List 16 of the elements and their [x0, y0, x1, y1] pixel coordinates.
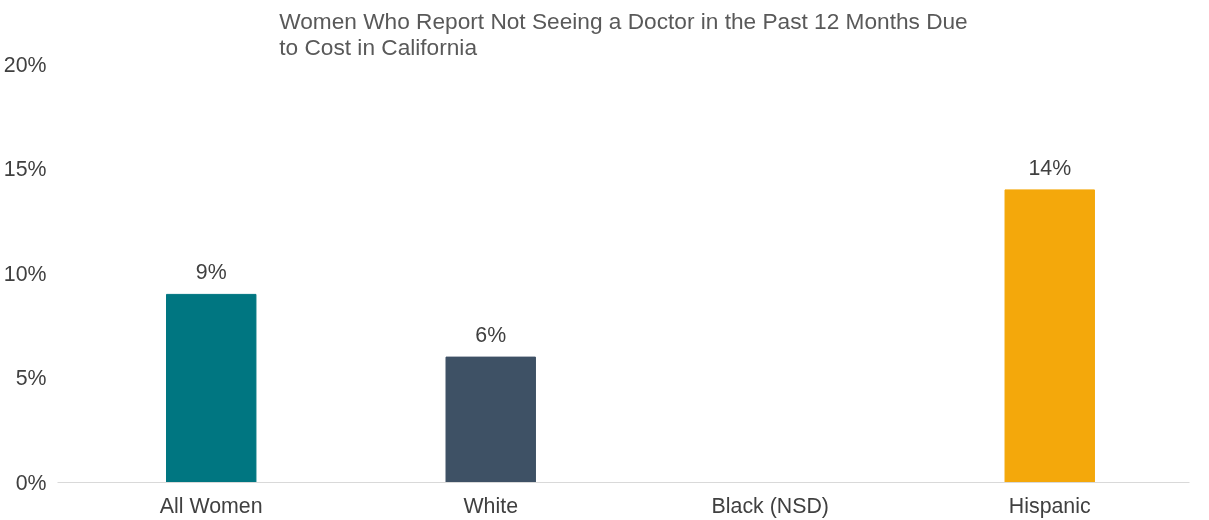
- data-label: 14%: [1028, 155, 1072, 180]
- y-tick-label: 5%: [15, 366, 47, 390]
- data-label: 9%: [195, 260, 227, 285]
- bar: [1004, 189, 1095, 483]
- y-tick-label: 20%: [3, 52, 47, 77]
- x-tick-label: Hispanic: [1008, 493, 1091, 518]
- x-tick-label: Black (NSD): [711, 493, 829, 518]
- bar: [445, 356, 536, 483]
- x-tick-label: White: [463, 493, 519, 518]
- x-tick-label: All Women: [159, 493, 263, 518]
- data-label: 6%: [475, 323, 507, 348]
- y-tick-label: 10%: [3, 261, 47, 286]
- chart-title: Women Who Report Not Seeing a Doctor in the Past 12 Months Due to Cost in California: [279, 7, 968, 60]
- bar: [166, 293, 257, 483]
- y-tick-label: 15%: [3, 157, 47, 181]
- y-tick-label: 0%: [15, 470, 47, 495]
